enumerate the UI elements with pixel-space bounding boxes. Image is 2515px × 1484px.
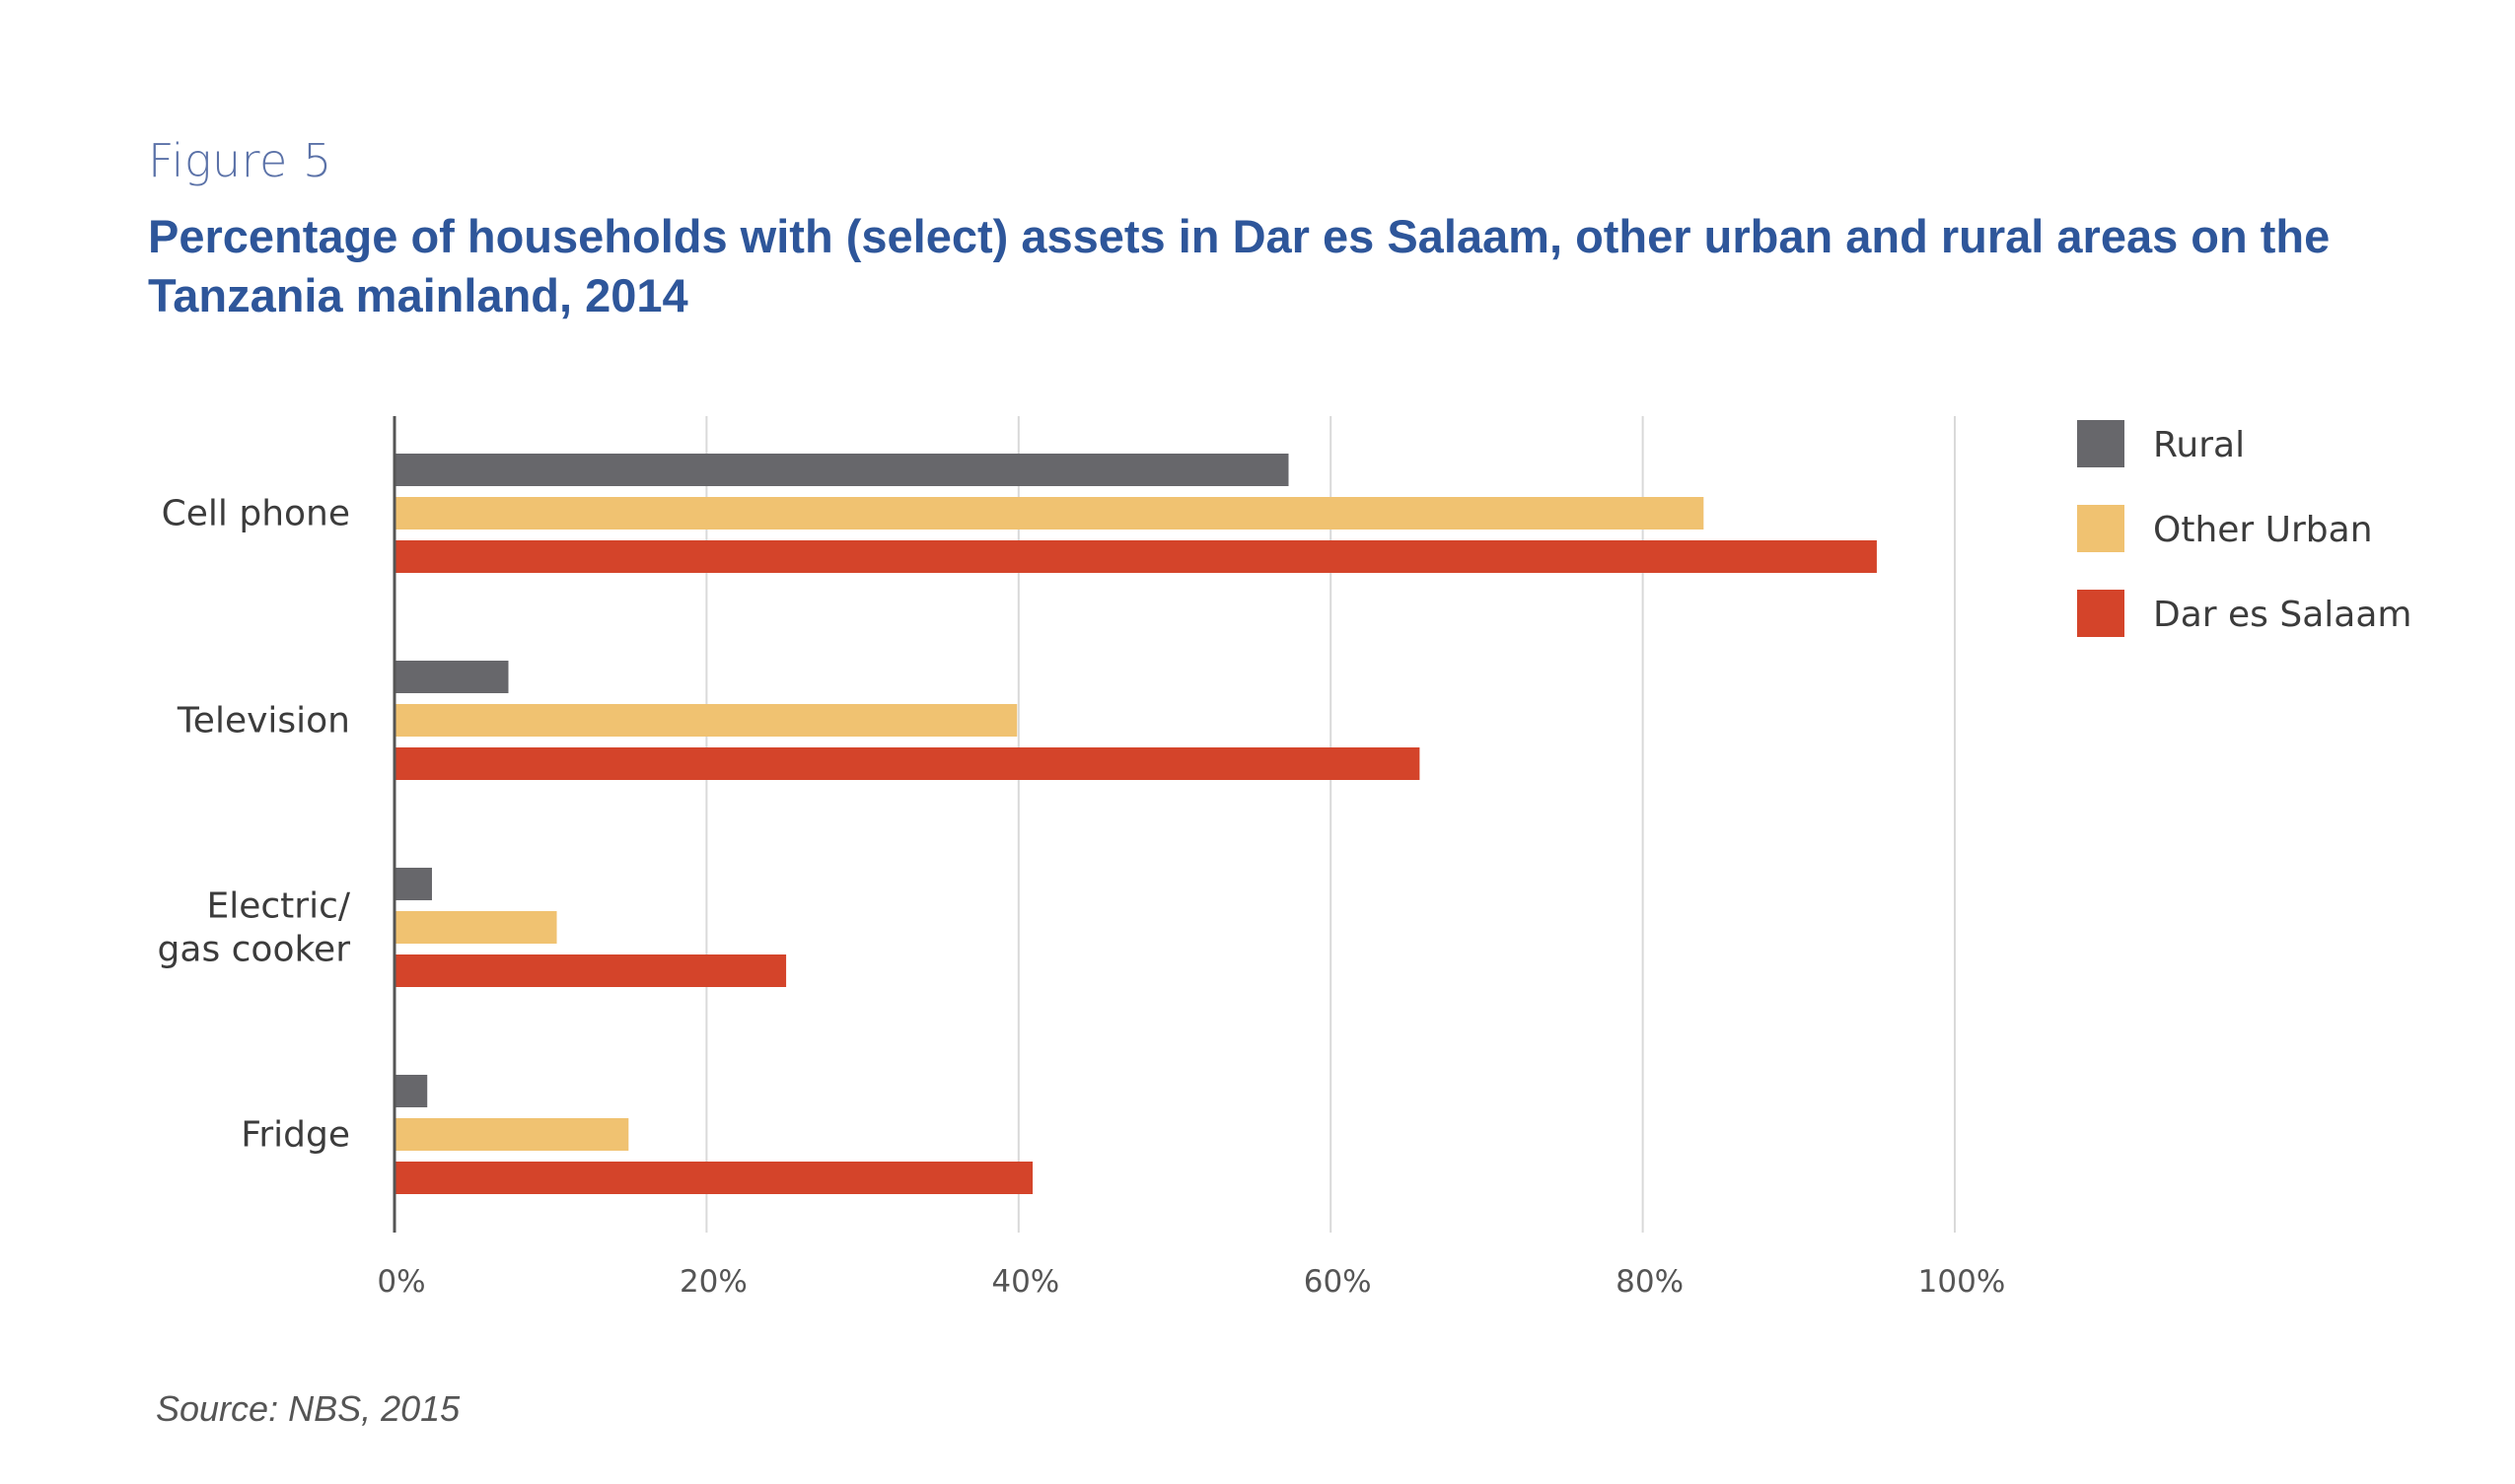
- legend-swatch: [2077, 590, 2124, 637]
- bars: [395, 454, 1877, 1194]
- legend: Rural Other Urban Dar es Salaam: [2077, 420, 2411, 637]
- legend-label: Rural: [2153, 425, 2245, 465]
- bar: [395, 911, 557, 944]
- category-label: Cell phone: [162, 494, 350, 534]
- source-note: Source: NBS, 2015: [156, 1388, 461, 1429]
- bar: [395, 454, 1289, 486]
- bar: [395, 954, 787, 987]
- category-label: Electric/gas cooker: [158, 886, 351, 970]
- figure-label: Figure 5: [148, 134, 332, 187]
- x-tick-label: 80%: [1616, 1264, 1684, 1300]
- bar: [395, 868, 432, 900]
- legend-swatch: [2077, 420, 2124, 467]
- category-label: Television: [177, 701, 350, 742]
- x-tick-label: 40%: [991, 1264, 1059, 1300]
- bar: [395, 661, 509, 693]
- grid-lines: [705, 416, 1956, 1233]
- chart-title: Percentage of households with (select) a…: [148, 210, 2331, 321]
- legend-label: Other Urban: [2153, 510, 2373, 550]
- x-tick-label: 0%: [377, 1264, 425, 1300]
- bar: [395, 747, 1420, 780]
- x-tick-label: 20%: [680, 1264, 748, 1300]
- bar: [395, 704, 1018, 737]
- category-labels: Cell phone Television Electric/gas cooker F…: [158, 494, 351, 1156]
- bar: [395, 1075, 428, 1107]
- x-tick-labels: 0% 20% 40% 60% 80% 100%: [377, 1264, 2005, 1300]
- category-label: Fridge: [241, 1115, 350, 1156]
- legend-swatch: [2077, 505, 2124, 552]
- bar: [395, 540, 1877, 573]
- bar: [395, 1118, 629, 1151]
- bar: [395, 497, 1704, 530]
- legend-label: Dar es Salaam: [2153, 595, 2411, 635]
- x-tick-label: 100%: [1918, 1264, 2006, 1300]
- bar: [395, 1162, 1034, 1194]
- x-tick-label: 60%: [1304, 1264, 1372, 1300]
